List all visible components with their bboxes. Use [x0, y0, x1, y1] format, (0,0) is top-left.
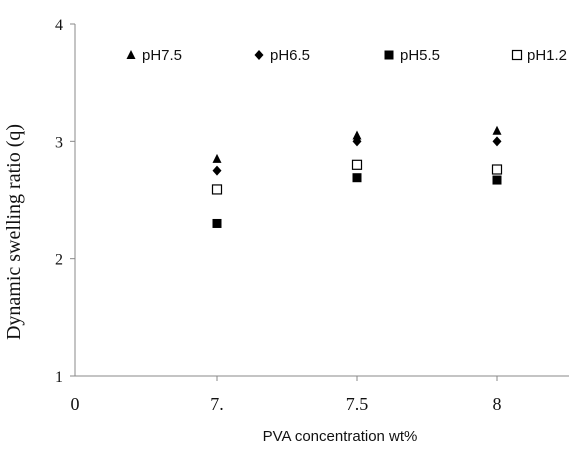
x-tick-label: 7.5	[346, 394, 369, 414]
y-tick-label: 4	[55, 17, 63, 34]
data-point-ph7-5	[212, 153, 222, 163]
data-point-ph1-2	[351, 159, 363, 170]
legend-marker	[126, 50, 136, 59]
legend-label: pH6.5	[270, 47, 310, 64]
data-point-ph1-2	[211, 184, 223, 195]
x-tick-label: 0	[71, 394, 80, 414]
legend-label: pH7.5	[142, 47, 182, 64]
y-tick-label: 1	[55, 369, 63, 386]
data-point-ph5-5	[492, 175, 502, 185]
y-axis-label: Dynamic swelling ratio (q)	[3, 124, 25, 340]
data-points	[211, 125, 503, 228]
data-point-ph5-5	[212, 218, 222, 228]
data-point-ph6-5	[212, 165, 222, 176]
legend-marker	[511, 49, 523, 61]
data-point-ph7-5	[492, 125, 502, 135]
axes: 1 2 3 4 0 7. 7.5 8	[55, 17, 569, 414]
y-tick-label: 3	[55, 134, 63, 151]
x-tick-label: 8	[493, 394, 502, 414]
data-point-ph7-5	[352, 130, 362, 140]
y-tick-label: 2	[55, 252, 63, 269]
x-tick-label: 7.	[210, 394, 224, 414]
legend-label: pH5.5	[400, 47, 440, 64]
legend-marker	[254, 50, 264, 60]
x-axis-label: PVA concentration wt%	[263, 428, 418, 445]
legend: pH7.5 pH6.5 pH5.5 pH1.2	[126, 47, 567, 64]
data-point-ph6-5	[492, 136, 502, 147]
legend-marker	[384, 50, 394, 60]
legend-label: pH1.2	[527, 47, 567, 64]
data-point-ph5-5	[352, 173, 362, 183]
data-point-ph6-5	[352, 136, 362, 147]
data-point-ph1-2	[491, 164, 503, 175]
